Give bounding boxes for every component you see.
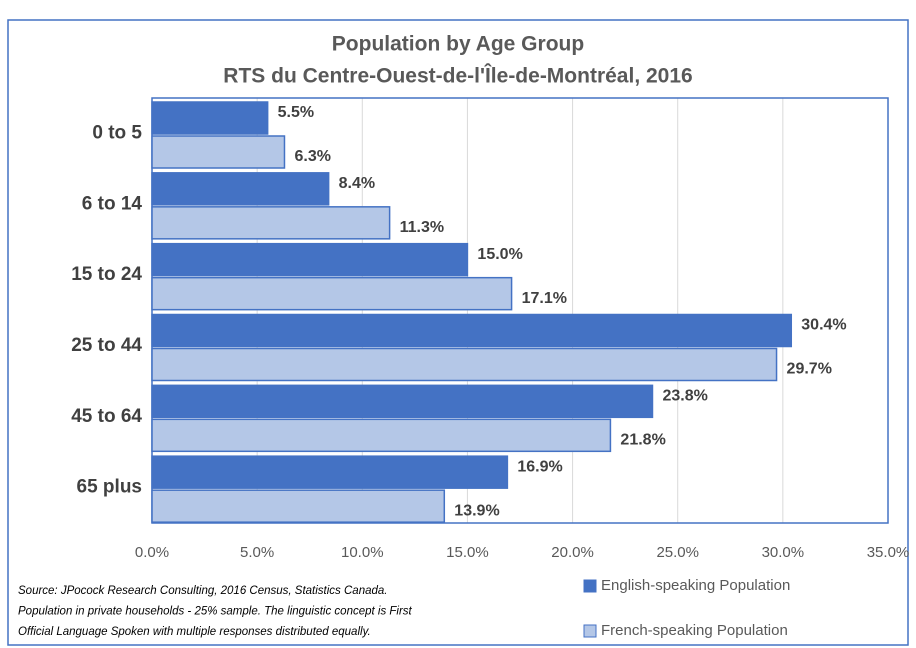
x-tick-label: 10.0% bbox=[341, 544, 384, 561]
legend-swatch bbox=[583, 579, 597, 593]
value-label: 16.9% bbox=[517, 458, 562, 475]
value-label: 6.3% bbox=[294, 148, 330, 165]
source-note: Official Language Spoken with multiple r… bbox=[18, 626, 371, 638]
value-label: 8.4% bbox=[339, 175, 375, 192]
value-label: 21.8% bbox=[620, 432, 665, 449]
y-tick-label: 45 to 64 bbox=[71, 406, 142, 427]
value-label: 11.3% bbox=[400, 219, 444, 236]
x-tick-label: 35.0% bbox=[867, 544, 910, 561]
bar bbox=[151, 242, 469, 277]
bar bbox=[151, 135, 286, 169]
bar bbox=[151, 384, 654, 419]
source-note: Population in private households - 25% s… bbox=[18, 606, 413, 618]
x-tick-label: 20.0% bbox=[551, 544, 594, 561]
x-tick-label: 0.0% bbox=[135, 544, 169, 561]
y-tick-label: 6 to 14 bbox=[82, 193, 143, 214]
chart-title: Population by Age Group bbox=[332, 33, 584, 56]
x-tick-label: 25.0% bbox=[656, 544, 699, 561]
y-tick-label: 15 to 24 bbox=[71, 264, 142, 285]
bar bbox=[151, 172, 330, 206]
bar bbox=[151, 489, 446, 523]
value-label: 15.0% bbox=[477, 246, 522, 263]
bar bbox=[151, 347, 778, 382]
bar bbox=[151, 206, 391, 240]
value-label: 30.4% bbox=[801, 317, 846, 334]
value-label: 17.1% bbox=[522, 290, 567, 307]
value-label: 5.5% bbox=[278, 104, 314, 121]
value-label: 29.7% bbox=[787, 361, 832, 378]
value-label: 13.9% bbox=[454, 502, 499, 519]
y-tick-label: 25 to 44 bbox=[71, 335, 142, 356]
bar bbox=[151, 418, 612, 453]
source-note: Source: JPocock Research Consulting, 201… bbox=[18, 585, 387, 597]
legend-swatch bbox=[583, 624, 597, 638]
bar bbox=[151, 455, 509, 489]
chart-subtitle: RTS du Centre-Ouest-de-l'Île-de-Montréal… bbox=[223, 64, 692, 88]
legend-label: English-speaking Population bbox=[601, 577, 790, 594]
x-tick-label: 5.0% bbox=[240, 544, 274, 561]
plot-area bbox=[151, 97, 889, 524]
y-tick-label: 0 to 5 bbox=[92, 122, 142, 143]
value-label: 23.8% bbox=[662, 388, 707, 405]
bar bbox=[151, 313, 793, 348]
x-tick-label: 30.0% bbox=[762, 544, 805, 561]
bar bbox=[151, 101, 269, 135]
legend-label: French-speaking Population bbox=[601, 622, 788, 639]
x-tick-label: 15.0% bbox=[446, 544, 489, 561]
y-tick-label: 65 plus bbox=[77, 477, 142, 498]
bar bbox=[151, 276, 513, 311]
